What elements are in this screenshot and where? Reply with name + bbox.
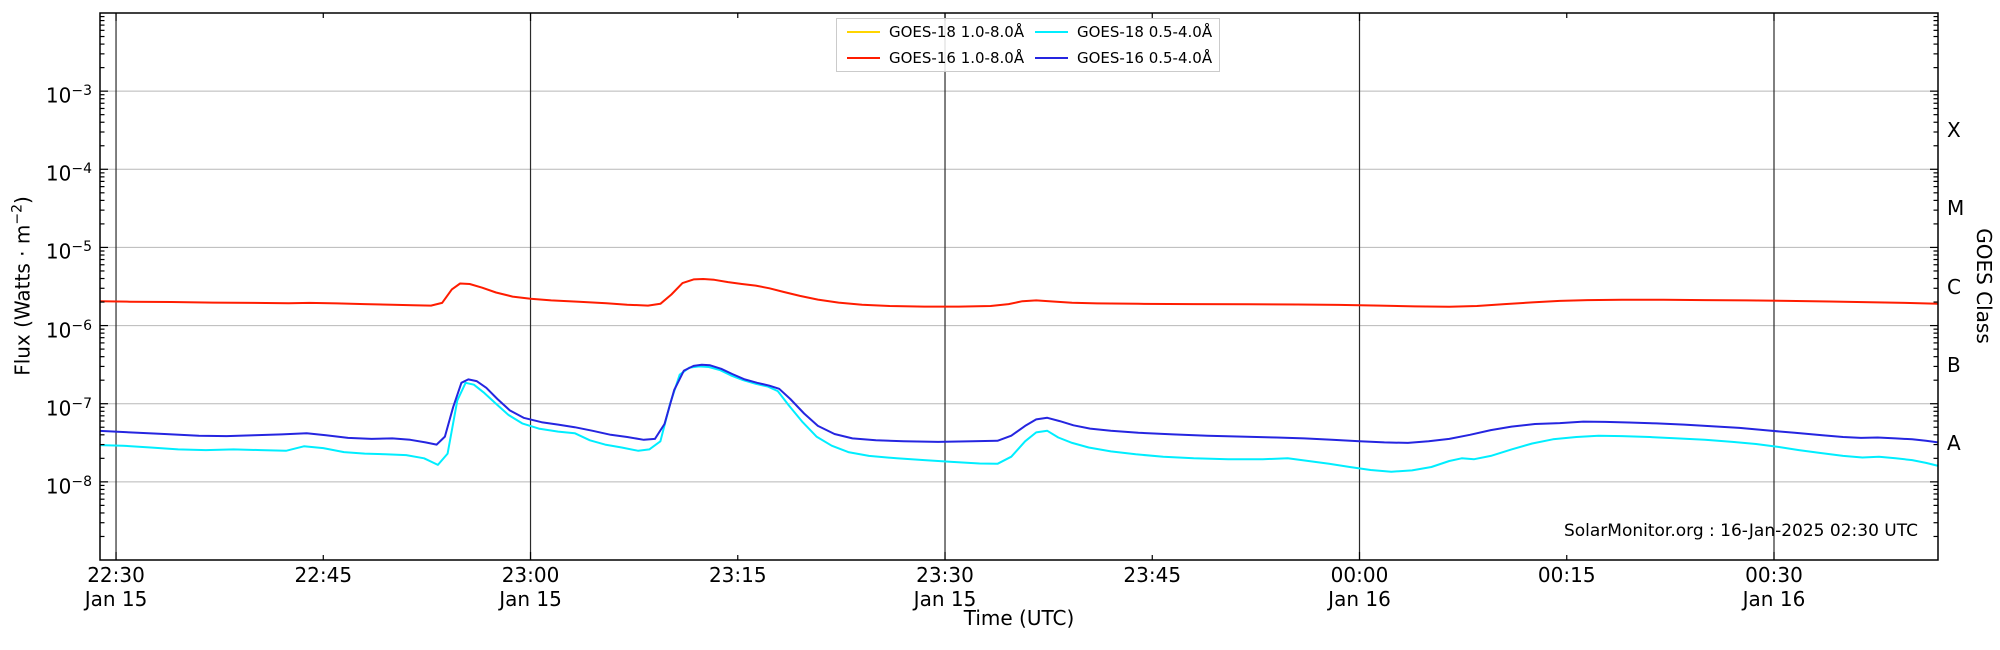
legend-item: GOES-16 0.5-4.0Å (1025, 49, 1213, 67)
legend-label: GOES-18 1.0-8.0Å (889, 23, 1025, 41)
legend-label: GOES-16 0.5-4.0Å (1077, 49, 1213, 67)
legend-item: GOES-16 1.0-8.0Å (837, 49, 1025, 67)
legend-line-swatch (1035, 57, 1068, 59)
legend-item: GOES-18 1.0-8.0Å (837, 23, 1025, 41)
legend-item: GOES-18 0.5-4.0Å (1025, 23, 1213, 41)
legend-line-swatch (847, 31, 880, 33)
legend: GOES-18 1.0-8.0Å GOES-16 1.0-8.0Å GOES-18 … (836, 18, 1220, 72)
legend-label: GOES-16 1.0-8.0Å (889, 49, 1025, 67)
legend-line-swatch (847, 57, 880, 59)
legend-line-swatch (1035, 31, 1068, 33)
legend-label: GOES-18 0.5-4.0Å (1077, 23, 1213, 41)
